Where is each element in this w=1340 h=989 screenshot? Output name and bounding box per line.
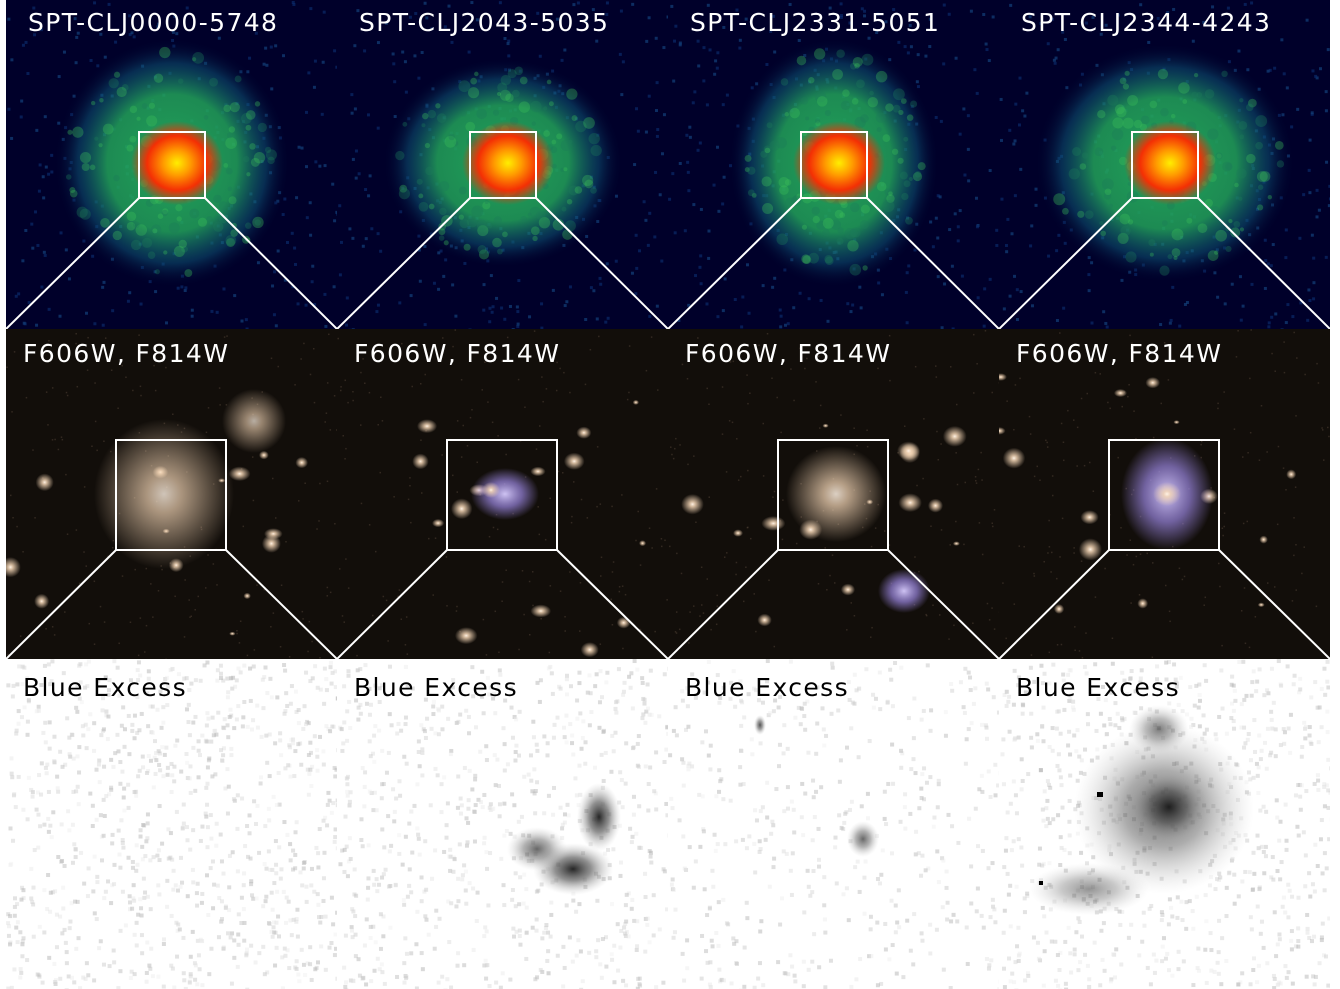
blue-excess-label-4: Blue Excess — [1016, 673, 1180, 702]
blue-excess-image-4 — [999, 659, 1330, 989]
blue-excess-panel-3: Blue Excess — [668, 659, 999, 989]
xray-image-3 — [668, 0, 999, 329]
xray-panel-2: SPT-CLJ2043-5035 — [337, 0, 668, 329]
optical-image-4 — [999, 329, 1330, 659]
cluster-name-1: SPT-CLJ0000-5748 — [28, 8, 279, 37]
filter-label-2: F606W, F814W — [354, 339, 561, 368]
optical-panel-1: F606W, F814W — [6, 329, 337, 659]
blue-excess-panel-2: Blue Excess — [337, 659, 668, 989]
blue-excess-label-1: Blue Excess — [23, 673, 187, 702]
xray-panel-4: SPT-CLJ2344-4243 — [999, 0, 1330, 329]
optical-panel-2: F606W, F814W — [337, 329, 668, 659]
blue-excess-label-2: Blue Excess — [354, 673, 518, 702]
cluster-name-3: SPT-CLJ2331-5051 — [690, 8, 941, 37]
filter-label-3: F606W, F814W — [685, 339, 892, 368]
blue-excess-label-3: Blue Excess — [685, 673, 849, 702]
xray-image-4 — [999, 0, 1330, 329]
optical-image-2 — [337, 329, 668, 659]
blue-excess-panel-4: Blue Excess — [999, 659, 1330, 989]
blue-excess-image-3 — [668, 659, 999, 989]
xray-image-2 — [337, 0, 668, 329]
xray-panel-1: SPT-CLJ0000-5748 — [6, 0, 337, 329]
xray-panel-3: SPT-CLJ2331-5051 — [668, 0, 999, 329]
optical-panel-4: F606W, F814W — [999, 329, 1330, 659]
blue-excess-panel-1: Blue Excess — [6, 659, 337, 989]
cluster-name-4: SPT-CLJ2344-4243 — [1021, 8, 1272, 37]
blue-excess-image-1 — [6, 659, 337, 989]
optical-panel-3: F606W, F814W — [668, 329, 999, 659]
optical-image-1 — [6, 329, 337, 659]
cluster-name-2: SPT-CLJ2043-5035 — [359, 8, 610, 37]
optical-image-3 — [668, 329, 999, 659]
xray-image-1 — [6, 0, 337, 329]
figure-grid: SPT-CLJ0000-5748 SPT-CLJ2043-5035 SPT-CL… — [6, 0, 1330, 989]
filter-label-1: F606W, F814W — [23, 339, 230, 368]
filter-label-4: F606W, F814W — [1016, 339, 1223, 368]
blue-excess-image-2 — [337, 659, 668, 989]
